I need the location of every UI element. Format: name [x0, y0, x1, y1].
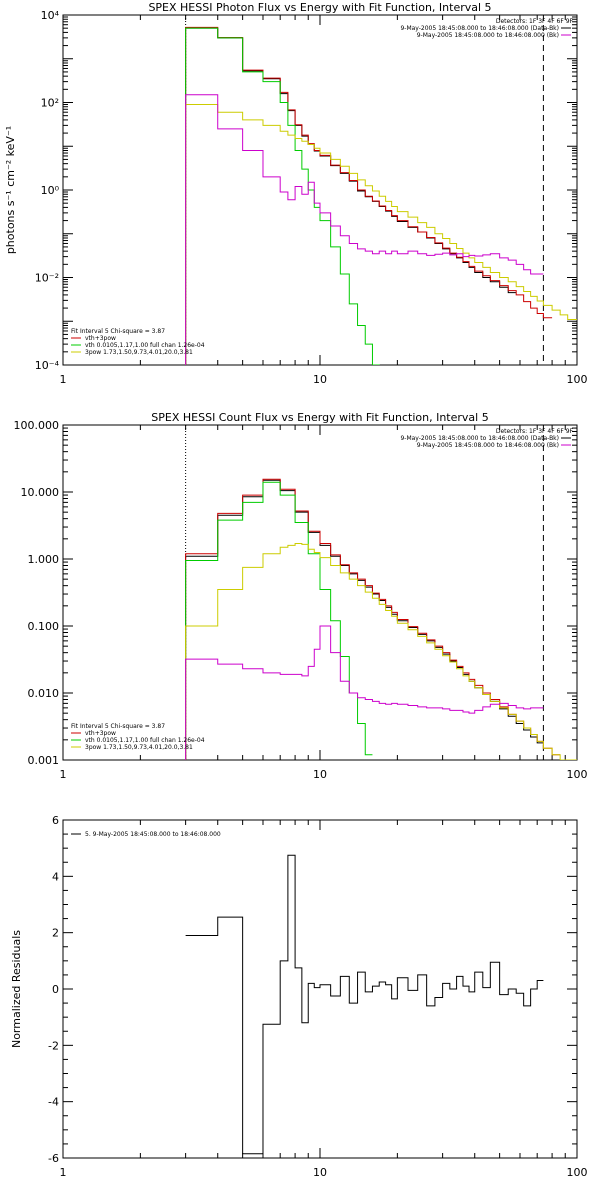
panel-3-legend-entry: 5. 9-May-2005 18:45:08.000 to 18:46:08.0…: [85, 831, 221, 838]
panel-3-x-tick-label: 1: [60, 1166, 67, 1179]
panel-3-y-axis-label: Normalized Residuals: [10, 930, 23, 1048]
panel-1-title: SPEX HESSI Photon Flux vs Energy with Fi…: [148, 1, 491, 14]
panel-1-plot-frame: [62, 14, 578, 366]
panel-3-y-tick-label: -2: [48, 1039, 59, 1052]
panel-2-y-tick-label: 1.000: [28, 553, 60, 566]
panel-1-x-tick-label: 10: [313, 373, 327, 386]
panel-2-y-tick-label: 10.000: [21, 486, 60, 499]
panel-2-x-tick-label: 100: [567, 768, 588, 781]
panel-2-series-3: [185, 543, 577, 760]
panel-1-y-tick-label: 10⁰: [41, 184, 60, 197]
panel-3-x-tick-label: 100: [567, 1166, 588, 1179]
panel-1-series-0: [185, 27, 517, 365]
panel-2-y-tick-label: 0.001: [28, 754, 60, 767]
panel-3-y-tick-label: 0: [52, 983, 59, 996]
panel-3-y-tick-label: -4: [48, 1096, 59, 1109]
panel-2: [62, 424, 578, 761]
panel-1-fit-header: Fit Interval 5 Chi-square = 3.87: [71, 328, 165, 335]
panel-1-series-group: [185, 26, 577, 365]
panel-3-series-group: [185, 854, 544, 1155]
panel-1-y-tick-label: 10⁻²: [35, 272, 59, 285]
panel-2-series-group: [185, 478, 577, 760]
panel-1-series-2: [185, 27, 380, 365]
panel-1-legend-entry: 9-May-2005 18:45:08.000 to 18:46:08.000 …: [417, 32, 559, 39]
panel-2-detectors-label: Detectors: 1F 3F 4F 6F 9F: [496, 428, 574, 435]
panel-3-y-tick-label: 4: [52, 870, 59, 883]
panel-1-y-tick-label: 10⁻⁴: [35, 359, 60, 372]
panel-2-y-tick-label: 100.000: [14, 419, 60, 432]
panel-2-y-tick-label: 0.100: [28, 620, 60, 633]
panel-2-fit-entry: vth+3pow: [85, 730, 116, 737]
panel-1-y-tick-label: 10²: [41, 97, 59, 110]
panel-1-detectors-label: Detectors: 1F 3F 4F 6F 9F: [496, 18, 574, 25]
panel-2-fit-entry: vth 0.0105,1.17,1.00 full chan 1.26e-04: [85, 737, 205, 744]
panel-1-x-tick-label: 1: [60, 373, 67, 386]
panel-3-y-tick-label: -6: [48, 1152, 59, 1165]
panel-1-series-1: [185, 26, 553, 365]
panel-1: [62, 14, 578, 366]
panel-2-y-tick-label: 0.010: [28, 687, 60, 700]
panel-2-series-4: [185, 625, 544, 760]
panel-2-x-tick-label: 1: [60, 768, 67, 781]
panel-2-plot-frame: [62, 424, 578, 761]
panel-1-x-tick-label: 100: [567, 373, 588, 386]
panel-1-y-tick-label: 10⁴: [41, 9, 60, 22]
panel-2-fit-entry: 3pow 1.73,1.50,9.73,4.01,20.0,3.81: [85, 744, 193, 751]
panel-1-series-3: [185, 104, 577, 365]
panel-1-fit-entry: vth 0.0105,1.17,1.00 full chan 1.26e-04: [85, 342, 205, 349]
panel-2-series-2: [185, 481, 373, 760]
panel-1-fit-entry: 3pow 1.73,1.50,9.73,4.01,20.0,3.81: [85, 349, 193, 356]
panel-3-y-tick-label: 2: [52, 927, 59, 940]
panel-2-x-tick-label: 10: [313, 768, 327, 781]
panel-2-series-1: [185, 478, 561, 760]
panel-2-legend-entry: 9-May-2005 18:45:08.000 to 18:46:08.000 …: [417, 442, 559, 449]
panel-3-x-tick-label: 10: [313, 1166, 327, 1179]
panel-3-y-tick-label: 6: [52, 814, 59, 827]
panel-2-legend-entry: 9-May-2005 18:45:08.000 to 18:46:08.000 …: [400, 435, 559, 442]
panel-1-fit-entry: vth+3pow: [85, 335, 116, 342]
panel-2-title: SPEX HESSI Count Flux vs Energy with Fit…: [151, 411, 488, 424]
panel-2-series-0: [185, 479, 544, 760]
panel-1-legend-entry: 9-May-2005 18:45:08.000 to 18:46:08.000 …: [400, 25, 559, 32]
panel-1-series-4: [185, 94, 544, 365]
panel-3: [62, 819, 578, 1159]
panel-2-fit-header: Fit Interval 5 Chi-square = 3.87: [71, 723, 165, 730]
panel-1-y-axis-label: photons s⁻¹ cm⁻² keV⁻¹: [4, 126, 17, 254]
panel-3-series-0: [185, 854, 544, 1155]
